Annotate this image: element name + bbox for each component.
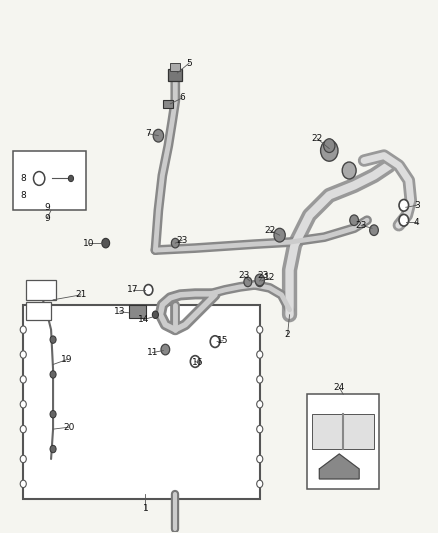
Circle shape (50, 410, 56, 418)
Text: 19: 19 (61, 355, 73, 364)
Text: 23: 23 (257, 271, 268, 280)
Circle shape (210, 336, 220, 348)
Circle shape (342, 162, 356, 179)
Polygon shape (319, 454, 359, 479)
Circle shape (153, 130, 164, 142)
Circle shape (370, 225, 378, 236)
Circle shape (20, 480, 26, 488)
Circle shape (144, 285, 153, 295)
Circle shape (256, 277, 264, 287)
Circle shape (399, 214, 409, 226)
Bar (129, 305, 146, 318)
Circle shape (20, 455, 26, 463)
Text: 22: 22 (264, 225, 276, 235)
Text: 16: 16 (192, 358, 204, 367)
Text: 21: 21 (75, 290, 87, 300)
Circle shape (102, 238, 110, 248)
Text: 6: 6 (179, 93, 185, 102)
Circle shape (255, 274, 265, 286)
Circle shape (257, 425, 263, 433)
Text: 24: 24 (334, 383, 345, 392)
Circle shape (20, 326, 26, 333)
Circle shape (257, 376, 263, 383)
Circle shape (152, 311, 159, 318)
Bar (26, 280, 56, 300)
Bar (23, 305, 260, 499)
Bar (312, 414, 374, 449)
Circle shape (161, 344, 170, 355)
Text: 1: 1 (143, 504, 148, 513)
Circle shape (257, 351, 263, 358)
Text: 9: 9 (44, 203, 50, 212)
Circle shape (20, 376, 26, 383)
Text: 3: 3 (414, 201, 420, 210)
Circle shape (191, 356, 200, 367)
Circle shape (399, 199, 409, 211)
Circle shape (324, 139, 335, 152)
Bar (163, 100, 173, 108)
Text: 17: 17 (127, 285, 138, 294)
Text: 11: 11 (147, 348, 158, 357)
Text: 10: 10 (83, 239, 95, 248)
Text: 15: 15 (217, 336, 229, 345)
Circle shape (244, 277, 252, 287)
Text: 23: 23 (238, 271, 250, 280)
Text: 5: 5 (186, 59, 192, 68)
Circle shape (20, 351, 26, 358)
Text: 4: 4 (414, 218, 420, 227)
Circle shape (257, 401, 263, 408)
Circle shape (20, 425, 26, 433)
Bar (26, 302, 51, 320)
Bar (168, 69, 182, 81)
Text: 23: 23 (177, 236, 188, 245)
Text: 23: 23 (355, 221, 367, 230)
Text: 13: 13 (114, 307, 125, 316)
Circle shape (257, 455, 263, 463)
Circle shape (50, 371, 56, 378)
Bar (307, 394, 379, 489)
Circle shape (257, 326, 263, 333)
Circle shape (50, 446, 56, 453)
Text: 14: 14 (138, 315, 149, 324)
Circle shape (350, 215, 358, 225)
Circle shape (274, 228, 285, 242)
Text: 22: 22 (312, 134, 323, 143)
Text: 8: 8 (21, 174, 26, 183)
Circle shape (33, 172, 45, 185)
Bar (170, 63, 180, 71)
Bar (13, 151, 86, 211)
Circle shape (321, 140, 338, 161)
Text: 2: 2 (285, 330, 290, 339)
Text: 9: 9 (44, 214, 50, 223)
Circle shape (257, 480, 263, 488)
Circle shape (50, 336, 56, 343)
Circle shape (171, 238, 179, 248)
Circle shape (68, 175, 74, 182)
Circle shape (20, 401, 26, 408)
Text: 8: 8 (21, 191, 26, 200)
Text: 7: 7 (145, 129, 151, 138)
Text: 20: 20 (63, 423, 74, 432)
Text: 12: 12 (264, 273, 276, 282)
